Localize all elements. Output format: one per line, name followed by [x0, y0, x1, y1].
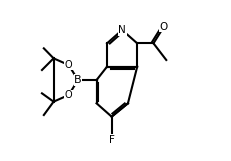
Text: O: O: [160, 22, 168, 32]
Text: F: F: [109, 135, 115, 145]
Text: O: O: [65, 90, 73, 100]
Text: N: N: [118, 25, 126, 35]
Text: B: B: [74, 75, 82, 85]
Text: O: O: [65, 60, 73, 70]
